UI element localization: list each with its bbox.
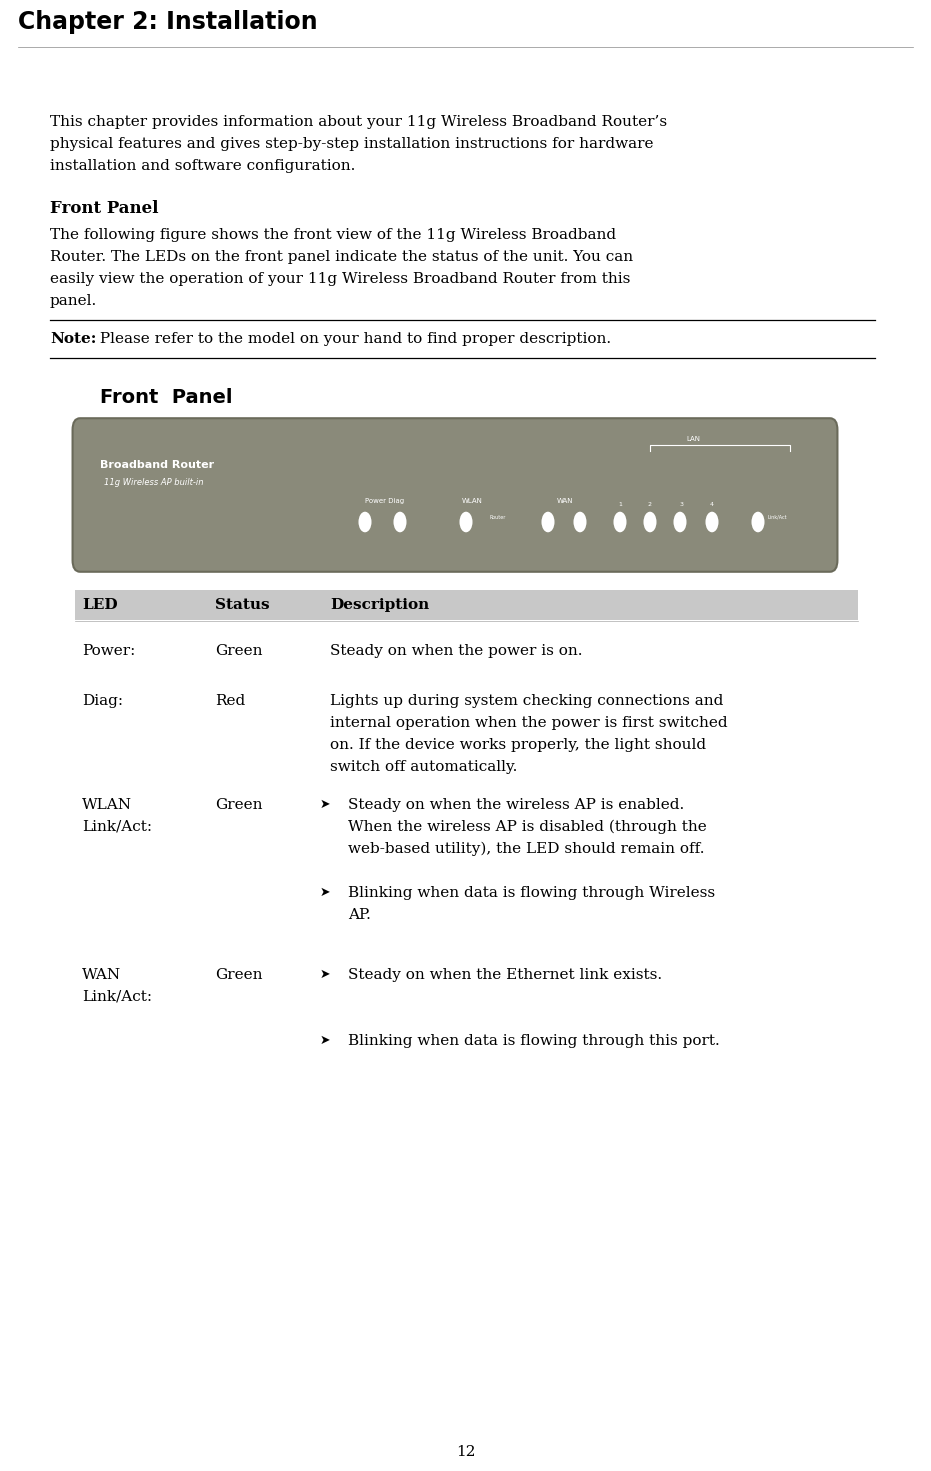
- Text: WAN: WAN: [82, 968, 121, 983]
- Text: 4: 4: [710, 502, 714, 507]
- Text: Front Panel: Front Panel: [50, 200, 158, 218]
- Text: ➤: ➤: [320, 968, 331, 981]
- Text: Diag:: Diag:: [82, 694, 123, 708]
- Text: AP.: AP.: [348, 908, 371, 922]
- Text: Link/Act: Link/Act: [768, 515, 788, 521]
- Text: Router. The LEDs on the front panel indicate the status of the unit. You can: Router. The LEDs on the front panel indi…: [50, 250, 633, 263]
- Text: Front  Panel: Front Panel: [100, 388, 233, 407]
- Text: Green: Green: [215, 968, 263, 983]
- Text: Chapter 2: Installation: Chapter 2: Installation: [18, 10, 317, 34]
- Text: When the wireless AP is disabled (through the: When the wireless AP is disabled (throug…: [348, 819, 707, 834]
- Text: Steady on when the power is on.: Steady on when the power is on.: [330, 644, 583, 658]
- Text: Please refer to the model on your hand to find proper description.: Please refer to the model on your hand t…: [95, 332, 611, 346]
- Text: Red: Red: [215, 694, 245, 708]
- Text: Power Diag: Power Diag: [366, 499, 405, 505]
- Text: 3: 3: [680, 502, 684, 507]
- Circle shape: [542, 512, 555, 533]
- Circle shape: [573, 512, 587, 533]
- FancyBboxPatch shape: [73, 418, 838, 572]
- Text: ➤: ➤: [320, 886, 331, 899]
- Text: 11g Wireless AP built-in: 11g Wireless AP built-in: [104, 478, 204, 487]
- Text: 12: 12: [456, 1445, 475, 1459]
- Text: WAN: WAN: [557, 499, 573, 505]
- Text: Link/Act:: Link/Act:: [82, 819, 152, 834]
- Text: 1: 1: [618, 502, 622, 507]
- Text: Status: Status: [215, 599, 270, 612]
- Text: Blinking when data is flowing through Wireless: Blinking when data is flowing through Wi…: [348, 886, 715, 900]
- Text: web-based utility), the LED should remain off.: web-based utility), the LED should remai…: [348, 841, 705, 856]
- Text: Blinking when data is flowing through this port.: Blinking when data is flowing through th…: [348, 1034, 720, 1047]
- Text: panel.: panel.: [50, 294, 97, 307]
- Text: physical features and gives step-by-step installation instructions for hardware: physical features and gives step-by-step…: [50, 137, 654, 152]
- Text: Green: Green: [215, 644, 263, 658]
- Text: This chapter provides information about your 11g Wireless Broadband Router’s: This chapter provides information about …: [50, 115, 668, 129]
- Circle shape: [673, 512, 686, 533]
- Text: Power:: Power:: [82, 644, 135, 658]
- Text: Steady on when the Ethernet link exists.: Steady on when the Ethernet link exists.: [348, 968, 662, 983]
- Text: easily view the operation of your 11g Wireless Broadband Router from this: easily view the operation of your 11g Wi…: [50, 272, 630, 285]
- Text: ➤: ➤: [320, 1034, 331, 1047]
- Text: Steady on when the wireless AP is enabled.: Steady on when the wireless AP is enable…: [348, 797, 684, 812]
- Text: Broadband Router: Broadband Router: [100, 460, 214, 471]
- Text: Lights up during system checking connections and: Lights up during system checking connect…: [330, 694, 723, 708]
- Text: Green: Green: [215, 797, 263, 812]
- Text: The following figure shows the front view of the 11g Wireless Broadband: The following figure shows the front vie…: [50, 228, 616, 243]
- Text: Router: Router: [490, 515, 506, 521]
- Circle shape: [751, 512, 764, 533]
- Text: 2: 2: [648, 502, 652, 507]
- Text: Description: Description: [330, 599, 429, 612]
- Bar: [75, 590, 858, 619]
- Circle shape: [706, 512, 719, 533]
- Circle shape: [460, 512, 473, 533]
- Circle shape: [643, 512, 656, 533]
- Text: switch off automatically.: switch off automatically.: [330, 761, 518, 774]
- Text: Note:: Note:: [50, 332, 97, 346]
- Circle shape: [358, 512, 371, 533]
- Text: WLAN: WLAN: [82, 797, 132, 812]
- Circle shape: [394, 512, 407, 533]
- Text: ➤: ➤: [320, 797, 331, 811]
- Text: WLAN: WLAN: [462, 499, 482, 505]
- Circle shape: [614, 512, 627, 533]
- Text: LED: LED: [82, 599, 117, 612]
- Text: installation and software configuration.: installation and software configuration.: [50, 159, 356, 174]
- Text: Link/Act:: Link/Act:: [82, 990, 152, 1005]
- Text: on. If the device works properly, the light should: on. If the device works properly, the li…: [330, 738, 706, 752]
- Text: internal operation when the power is first switched: internal operation when the power is fir…: [330, 716, 728, 730]
- Text: LAN: LAN: [686, 435, 700, 441]
